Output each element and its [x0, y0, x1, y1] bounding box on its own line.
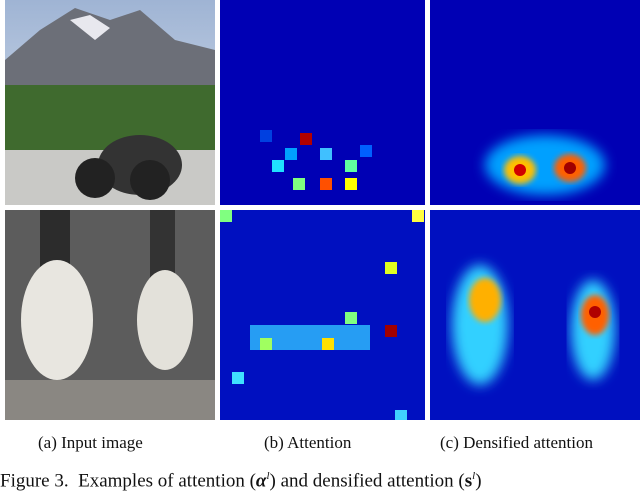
figure-label: Figure 3. [0, 470, 69, 492]
attention-map-2 [220, 210, 425, 420]
caption-b: (b) Attention [264, 433, 352, 452]
caption-a: (a) Input image [38, 433, 143, 452]
caption-c: (c) Densified attention [440, 433, 593, 452]
symbol: α [255, 470, 267, 492]
symbol: s [464, 470, 473, 492]
caption-text: Examples of attention ( [78, 470, 256, 492]
figure-panels [5, 0, 640, 420]
input-image-motorcycle [5, 0, 215, 205]
caption-text: ) and densified attention ( [269, 470, 465, 492]
caption-text: ) [475, 470, 482, 492]
densified-map-1 [430, 0, 640, 205]
superscript: l [472, 470, 476, 482]
figure-caption: Figure 3. Examples of attention (αl) and… [0, 470, 482, 492]
input-image-sheep [5, 210, 215, 420]
densified-map-2 [430, 210, 640, 420]
attention-map-1 [220, 0, 425, 205]
superscript: l [266, 470, 270, 482]
